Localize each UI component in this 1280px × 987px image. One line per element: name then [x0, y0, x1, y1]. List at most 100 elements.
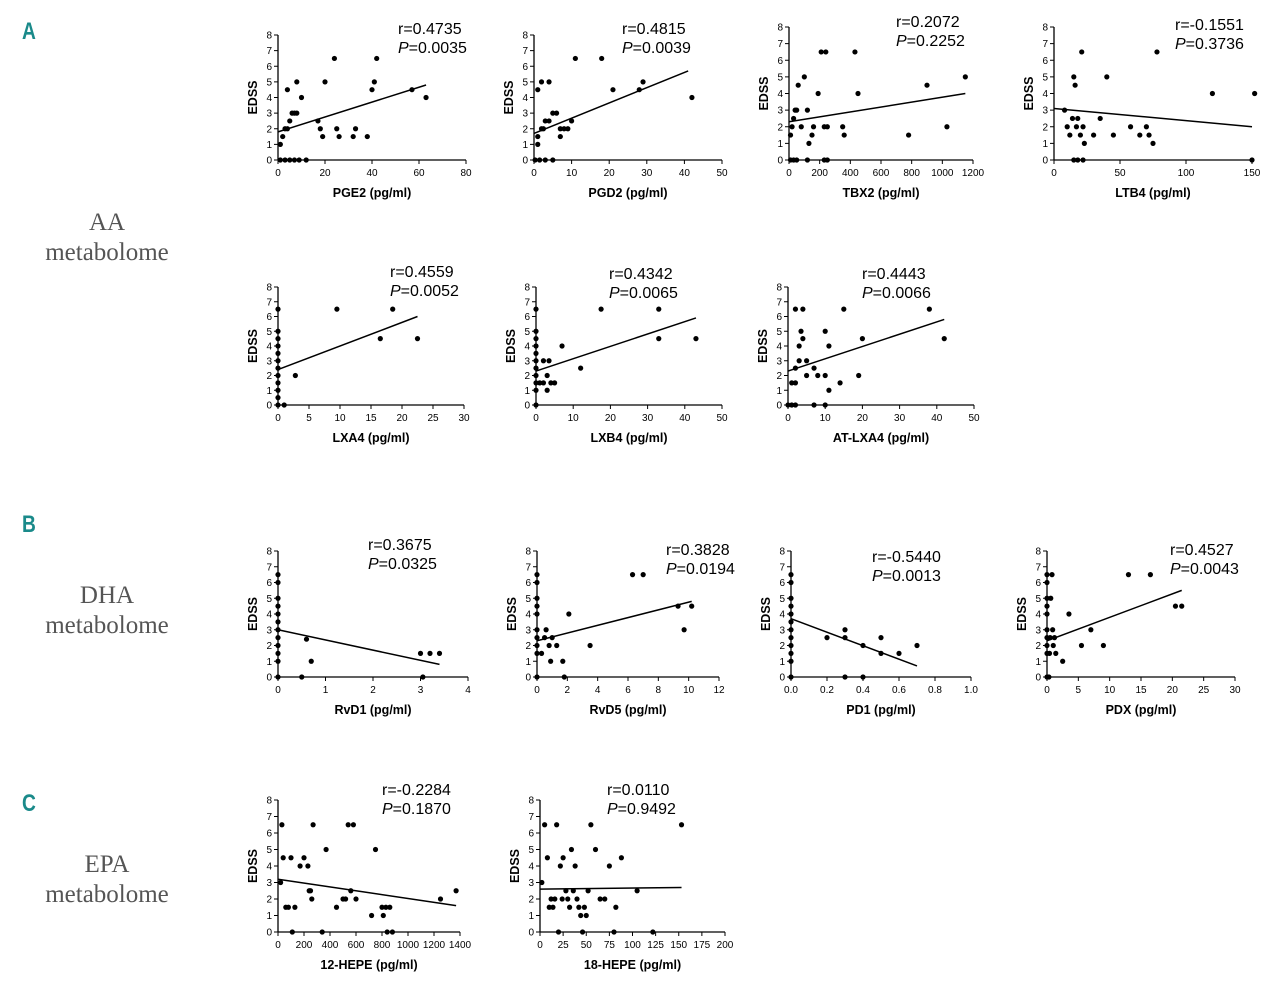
y-tick-label: 8	[779, 547, 785, 558]
y-tick-label: 4	[779, 610, 785, 621]
x-axis-label: TBX2 (pg/ml)	[842, 186, 919, 200]
data-point	[534, 650, 540, 656]
x-tick-label: 175	[694, 940, 711, 951]
y-tick-label: 2	[1035, 641, 1041, 652]
x-tick-label: 10	[566, 168, 578, 179]
y-tick-label: 0	[776, 401, 782, 412]
data-point	[1249, 157, 1255, 163]
y-tick-label: 6	[266, 312, 272, 323]
data-point	[1080, 157, 1086, 163]
y-tick-label: 0	[777, 156, 783, 167]
x-tick-label: 1	[323, 685, 329, 696]
y-tick-label: 5	[776, 327, 782, 338]
data-point	[824, 157, 830, 163]
data-point	[944, 124, 950, 130]
correlation-r: r=-0.5440	[872, 549, 941, 566]
data-point	[275, 635, 281, 641]
p-value-symbol: P	[607, 801, 618, 818]
chart-atlxa4: 0 1 2 3 4 5 6 7 8 0 10 20 30 40 50 AT-LXA4 (pg/ml) EDSS r…	[756, 266, 980, 445]
data-point	[308, 658, 314, 664]
data-point	[319, 929, 325, 935]
data-point	[1044, 595, 1050, 601]
y-tick-label: 2	[266, 641, 272, 652]
data-point	[534, 603, 540, 609]
y-tick-label: 1	[266, 657, 272, 668]
data-point	[292, 904, 298, 910]
panel-letter-b: B	[22, 511, 36, 538]
data-point	[303, 636, 310, 642]
y-tick-label: 3	[522, 109, 528, 120]
data-point	[372, 846, 379, 853]
data-point	[1110, 132, 1116, 138]
data-point	[275, 658, 281, 664]
data-point	[1069, 115, 1076, 122]
x-tick-label: 10	[820, 413, 832, 424]
y-tick-label: 2	[266, 124, 272, 135]
section-label-aa-line2: metabolome	[45, 239, 169, 266]
data-point	[789, 380, 795, 386]
data-point	[275, 372, 281, 379]
data-point	[1044, 579, 1050, 586]
correlation-r: r=0.2072	[896, 14, 960, 31]
data-point	[320, 133, 326, 140]
data-point	[1048, 595, 1054, 601]
x-axis-label: 12-HEPE (pg/ml)	[320, 958, 417, 972]
p-value: P=0.0194	[666, 561, 735, 578]
data-point	[427, 650, 433, 656]
y-tick-label: 3	[266, 356, 272, 367]
data-point	[1252, 90, 1258, 97]
data-point	[578, 912, 584, 919]
y-tick-label: 7	[266, 297, 272, 308]
correlation-r: r=0.4527	[1170, 542, 1234, 559]
data-point	[792, 306, 799, 312]
p-value: P=0.0013	[872, 568, 941, 585]
data-point	[800, 336, 806, 342]
x-tick-label: 60	[413, 168, 425, 179]
y-tick-label: 1	[522, 140, 528, 151]
data-point	[533, 358, 539, 364]
data-point	[1044, 572, 1050, 578]
regression-line	[536, 600, 692, 642]
data-point	[606, 863, 612, 869]
y-tick-label: 7	[776, 297, 782, 308]
data-point	[533, 343, 539, 349]
y-tick-label: 7	[777, 39, 783, 50]
p-value-number: =0.2252	[907, 33, 965, 50]
data-point	[592, 846, 599, 853]
regression-line	[277, 315, 418, 371]
regression-line	[277, 878, 457, 907]
x-tick-label: 20	[319, 168, 331, 179]
data-point	[788, 642, 794, 649]
regression-line	[790, 618, 918, 667]
data-point	[275, 358, 281, 364]
data-point	[788, 572, 794, 578]
data-point	[640, 572, 646, 578]
y-tick-label: 1	[1042, 139, 1048, 150]
y-axis-label: EDSS	[1022, 76, 1036, 110]
data-point	[1060, 658, 1066, 664]
data-point	[801, 74, 807, 80]
x-tick-label: 50	[1114, 168, 1126, 179]
data-point	[1154, 49, 1160, 55]
y-tick-label: 4	[522, 93, 528, 104]
data-point	[542, 822, 548, 828]
data-point	[1091, 132, 1097, 138]
x-tick-label: 0	[275, 168, 281, 179]
data-point	[275, 306, 281, 312]
y-tick-label: 0	[524, 401, 530, 412]
y-tick-label: 2	[779, 641, 785, 652]
data-point	[275, 611, 281, 617]
data-point	[336, 133, 342, 140]
x-tick-label: 20	[605, 413, 617, 424]
data-point	[546, 904, 552, 910]
p-value: P=0.0325	[368, 556, 437, 573]
p-value: P=0.0052	[390, 283, 459, 300]
data-point	[278, 879, 284, 886]
data-point	[859, 336, 866, 342]
x-tick-label: 50	[716, 168, 728, 179]
data-point	[294, 110, 300, 116]
data-point	[693, 336, 699, 342]
y-axis-label: EDSS	[508, 849, 522, 883]
data-point	[534, 627, 540, 633]
data-point	[815, 372, 821, 379]
